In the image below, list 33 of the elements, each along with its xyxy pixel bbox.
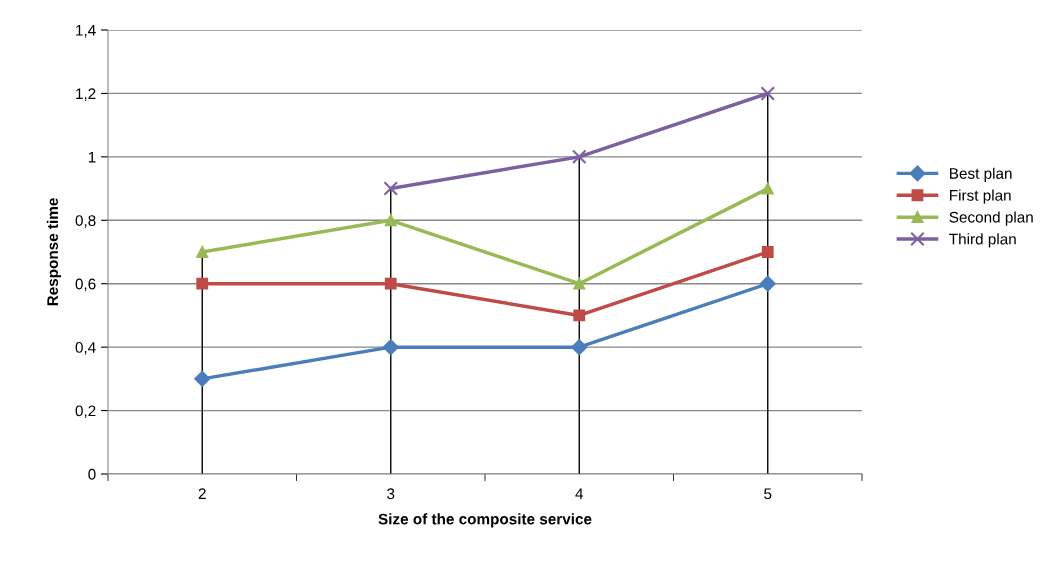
legend-label: Third plan — [949, 233, 1016, 248]
y-tick-label: 0,8 — [75, 215, 96, 228]
y-tick-label: 1,2 — [76, 88, 96, 101]
point — [571, 149, 587, 165]
legend-label: Best plan — [950, 167, 1012, 182]
point — [760, 86, 776, 101]
point — [384, 277, 397, 290]
point — [759, 275, 776, 292]
x-tick-label: 5 — [764, 488, 772, 500]
y-tick-label: 1 — [88, 151, 96, 163]
x-tick-label: 4 — [575, 488, 584, 499]
point — [573, 309, 586, 322]
point — [571, 339, 588, 356]
x-tick-label: 2 — [198, 488, 206, 499]
point — [761, 182, 774, 195]
point — [382, 339, 399, 356]
y-tick-label: 0,6 — [75, 278, 96, 292]
point — [196, 246, 209, 258]
legend-label: First plan — [950, 189, 1011, 204]
y-tick-label: 0 — [88, 468, 96, 480]
legend-label: Second plan — [949, 211, 1033, 226]
point — [384, 214, 397, 227]
y-tick-label: 0,2 — [75, 405, 96, 419]
point — [383, 181, 399, 196]
point — [194, 370, 211, 387]
y-tick-label: 0,4 — [75, 342, 96, 355]
point — [761, 246, 774, 258]
x-axis-title: Size of the composite service — [378, 513, 592, 528]
x-tick-label: 3 — [387, 488, 395, 500]
point — [573, 277, 586, 290]
y-tick-label: 1,4 — [76, 25, 96, 38]
y-axis-title: Response time — [46, 198, 62, 306]
point — [196, 277, 209, 290]
